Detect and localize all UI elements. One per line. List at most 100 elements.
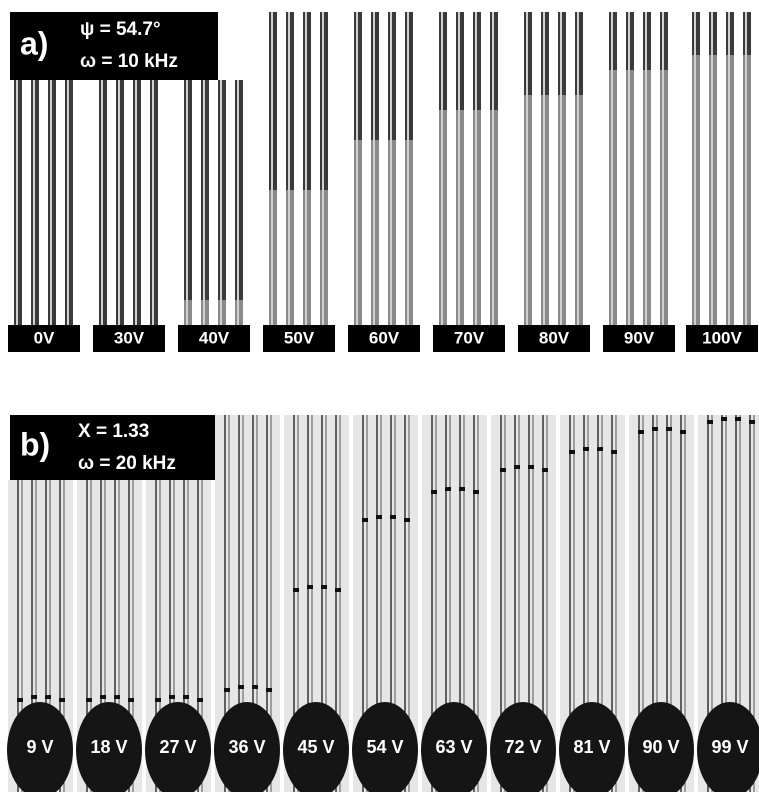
frame-label: 90V bbox=[624, 328, 655, 347]
tube-edge bbox=[711, 12, 713, 325]
frame-label: 81 V bbox=[573, 737, 610, 757]
tube-edge bbox=[662, 12, 664, 325]
tube-edge bbox=[407, 12, 409, 325]
tube-edge bbox=[135, 80, 137, 325]
meniscus bbox=[542, 468, 548, 472]
tube-edge bbox=[526, 12, 528, 325]
figure: 0V30V40V50V60V70V80V90V100V9 V18 V27 V36… bbox=[0, 0, 759, 792]
tube-edge bbox=[33, 80, 35, 325]
meniscus bbox=[169, 695, 175, 699]
tube-edge bbox=[186, 80, 188, 325]
meniscus bbox=[597, 447, 603, 451]
tube-edge bbox=[220, 80, 222, 325]
meniscus bbox=[528, 465, 534, 469]
meniscus bbox=[666, 427, 672, 431]
tube-edge bbox=[288, 12, 290, 325]
tube-edge bbox=[50, 80, 52, 325]
frame-label: 27 V bbox=[159, 737, 196, 757]
frame-label: 100V bbox=[702, 328, 742, 347]
tube-edge bbox=[271, 12, 273, 325]
panel-b-param: X = 1.33 bbox=[78, 421, 149, 442]
meniscus bbox=[128, 698, 134, 702]
frame-label: 54 V bbox=[366, 737, 403, 757]
panel-a-label: a) bbox=[20, 25, 48, 61]
panel-a-param: ψ = 54.7° bbox=[80, 19, 161, 40]
meniscus bbox=[514, 465, 520, 469]
frame-label: 50V bbox=[284, 328, 315, 347]
tube-edge bbox=[645, 12, 647, 325]
frame-label: 40V bbox=[199, 328, 230, 347]
frame-label: 30V bbox=[114, 328, 145, 347]
meniscus bbox=[183, 695, 189, 699]
tube-edge bbox=[305, 12, 307, 325]
meniscus bbox=[86, 698, 92, 702]
tube-edge bbox=[577, 12, 579, 325]
tube-edge bbox=[67, 80, 69, 325]
tube-edge bbox=[441, 12, 443, 325]
frame-label: 99 V bbox=[711, 737, 748, 757]
tube-edge bbox=[745, 12, 747, 325]
meniscus bbox=[680, 430, 686, 434]
meniscus bbox=[500, 468, 506, 472]
meniscus bbox=[59, 698, 65, 702]
meniscus bbox=[155, 698, 161, 702]
meniscus bbox=[749, 420, 755, 424]
meniscus bbox=[321, 585, 327, 589]
meniscus bbox=[638, 430, 644, 434]
frame-label: 18 V bbox=[90, 737, 127, 757]
frame-label: 63 V bbox=[435, 737, 472, 757]
tube-edge bbox=[152, 80, 154, 325]
frame-label: 60V bbox=[369, 328, 400, 347]
frame-label: 70V bbox=[454, 328, 485, 347]
panel-b-param: ω = 20 kHz bbox=[78, 453, 176, 474]
meniscus bbox=[100, 695, 106, 699]
panel-a-param: ω = 10 kHz bbox=[80, 51, 178, 72]
meniscus bbox=[445, 487, 451, 491]
meniscus bbox=[404, 518, 410, 522]
frame-label: 72 V bbox=[504, 737, 541, 757]
meniscus bbox=[721, 417, 727, 421]
meniscus bbox=[362, 518, 368, 522]
meniscus bbox=[266, 688, 272, 692]
tube-edge bbox=[492, 12, 494, 325]
frame-label: 36 V bbox=[228, 737, 265, 757]
tube-edge bbox=[560, 12, 562, 325]
meniscus bbox=[31, 695, 37, 699]
tube-edge bbox=[101, 80, 103, 325]
tube-edge bbox=[373, 12, 375, 325]
meniscus bbox=[583, 447, 589, 451]
meniscus bbox=[735, 417, 741, 421]
tube-edge bbox=[543, 12, 545, 325]
frame-label: 90 V bbox=[642, 737, 679, 757]
meniscus bbox=[224, 688, 230, 692]
meniscus bbox=[45, 695, 51, 699]
tube-edge bbox=[203, 80, 205, 325]
meniscus bbox=[293, 588, 299, 592]
meniscus bbox=[707, 420, 713, 424]
meniscus bbox=[431, 490, 437, 494]
tube-edge bbox=[728, 12, 730, 325]
tube-edge bbox=[322, 12, 324, 325]
meniscus bbox=[611, 450, 617, 454]
meniscus bbox=[390, 515, 396, 519]
meniscus bbox=[17, 698, 23, 702]
meniscus bbox=[459, 487, 465, 491]
panel-b-label: b) bbox=[20, 426, 50, 462]
tube-edge bbox=[16, 80, 18, 325]
tube-edge bbox=[628, 12, 630, 325]
frame-label: 80V bbox=[539, 328, 570, 347]
tube-edge bbox=[237, 80, 239, 325]
tube-edge bbox=[118, 80, 120, 325]
meniscus bbox=[252, 685, 258, 689]
meniscus bbox=[569, 450, 575, 454]
meniscus bbox=[335, 588, 341, 592]
meniscus bbox=[473, 490, 479, 494]
tube-edge bbox=[390, 12, 392, 325]
frame-label: 45 V bbox=[297, 737, 334, 757]
tube-edge bbox=[458, 12, 460, 325]
tube-edge bbox=[356, 12, 358, 325]
meniscus bbox=[238, 685, 244, 689]
meniscus bbox=[652, 427, 658, 431]
meniscus bbox=[114, 695, 120, 699]
meniscus bbox=[197, 698, 203, 702]
